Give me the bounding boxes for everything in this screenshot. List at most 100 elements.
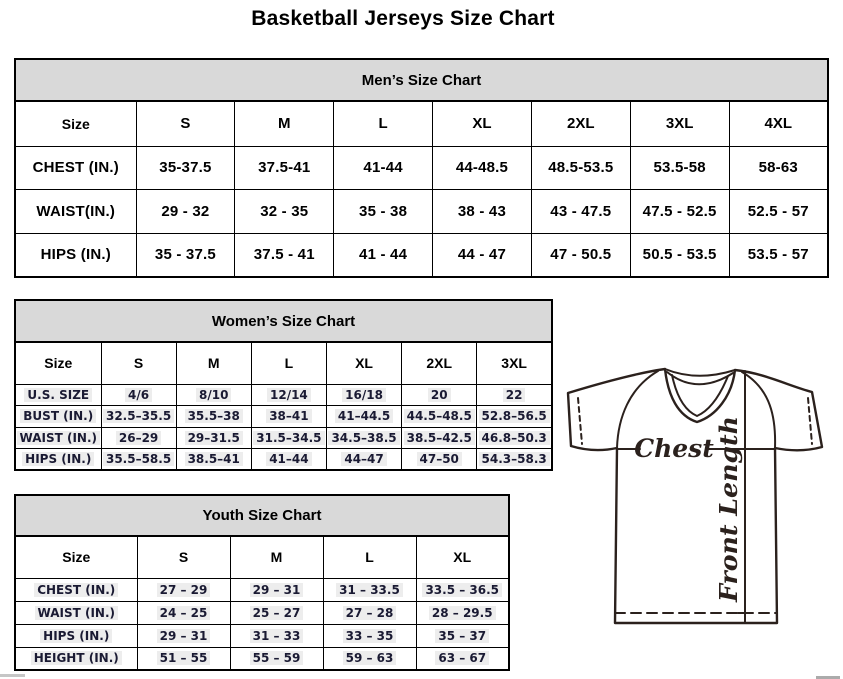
cell: 12/14: [250, 383, 327, 406]
row-label-text: CHEST (IN.): [34, 582, 119, 597]
row-label: HIPS (IN.): [14, 448, 102, 471]
cell-text: 29 – 31: [249, 582, 304, 597]
cell: 35 – 37: [415, 623, 510, 648]
cell: 38.5–41: [175, 448, 252, 471]
right-cuff-dashed-line: [807, 397, 813, 445]
cell-text: 55 – 59: [249, 651, 304, 666]
cell-text: 35 – 37: [435, 628, 490, 643]
front-length-label: Front Length: [714, 416, 743, 603]
cell: 24 – 25: [136, 600, 231, 625]
cell: 41–44.5: [325, 405, 403, 428]
mens-row-chest: CHEST (IN.) 35-37.5 37.5-41 41-44 44-48.…: [14, 145, 829, 190]
cell-text: 4/6: [125, 387, 153, 402]
row-label: HIPS (IN.): [14, 232, 137, 278]
cell-text: 51 – 55: [156, 651, 211, 666]
cell: 35 - 37.5: [135, 232, 236, 278]
left-armhole-seam: [616, 370, 659, 449]
mens-header-m: M: [234, 100, 335, 147]
cell: 35-37.5: [135, 145, 236, 190]
womens-header-2xl: 2XL: [401, 341, 478, 385]
womens-header-l: L: [250, 341, 327, 385]
horizontal-scrollbar-fragment-left[interactable]: [0, 674, 25, 677]
cell: 33 – 35: [322, 623, 417, 648]
page-title: Basketball Jerseys Size Chart: [251, 7, 555, 30]
youth-row-height: HEIGHT (IN.) 51 – 55 55 – 59 59 – 63 63 …: [14, 646, 510, 671]
cell: 41-44: [333, 145, 434, 190]
womens-table: Size S M L XL 2XL 3XL U.S. SIZE 4/6 8/10…: [14, 341, 553, 471]
cell: 31.5–34.5: [250, 426, 327, 449]
cell-text: 27 – 29: [156, 582, 211, 597]
cell: 52.5 - 57: [728, 188, 829, 234]
cell-text: 35.5–38: [184, 409, 243, 424]
row-label-text: HIPS (IN.): [40, 628, 113, 643]
cell-text: 35.5–58.5: [102, 452, 175, 466]
row-label-text: BUST (IN.): [20, 409, 97, 424]
youth-table: Size S M L XL CHEST (IN.) 27 – 29 29 – 3…: [14, 535, 510, 671]
cell: 47.5 - 52.5: [629, 188, 730, 234]
row-label-text: WAIST (IN.): [34, 605, 118, 620]
cell-text: 29 – 31: [156, 628, 211, 643]
cell: 63 – 67: [415, 646, 510, 671]
cell: 53.5 - 57: [728, 232, 829, 278]
row-label-text: U.S. SIZE: [24, 387, 93, 402]
cell: 27 – 29: [136, 577, 231, 602]
right-armhole-seam: [741, 371, 777, 449]
cell-text: 47–50: [416, 452, 462, 466]
horizontal-scrollbar-fragment-right[interactable]: [816, 676, 840, 679]
cell: 16/18: [325, 383, 403, 406]
cell-text: 38.5–42.5: [403, 430, 475, 445]
cell: 58-63: [728, 145, 829, 190]
youth-header-size: Size: [14, 535, 138, 579]
cell: 50.5 - 53.5: [629, 232, 730, 278]
womens-row-us-size: U.S. SIZE 4/6 8/10 12/14 16/18 20 22: [14, 383, 553, 406]
mens-header-4xl: 4XL: [728, 100, 829, 147]
cell-text: 59 – 63: [342, 651, 397, 666]
cell: 41–44: [250, 448, 327, 471]
cell: 38.5–42.5: [401, 426, 478, 449]
womens-header-m: M: [175, 341, 252, 385]
womens-size-chart: Women’s Size Chart Size S M L XL 2XL 3XL…: [14, 299, 553, 471]
youth-header-s: S: [136, 535, 231, 579]
cell-text: 12/14: [267, 387, 311, 402]
cell: 37.5-41: [234, 145, 335, 190]
cell-text: 29–31.5: [184, 430, 243, 445]
cell-text: 38.5–41: [184, 452, 243, 466]
cell: 47–50: [401, 448, 478, 471]
womens-chart-title: Women’s Size Chart: [14, 299, 553, 341]
cell-text: 22: [502, 387, 526, 402]
womens-header-xl: XL: [325, 341, 403, 385]
cell-text: 33.5 – 36.5: [422, 582, 503, 597]
cell: 44-48.5: [432, 145, 532, 190]
youth-header-l: L: [322, 535, 417, 579]
mens-header-size: Size: [14, 100, 137, 147]
row-label: WAIST(IN.): [14, 188, 137, 234]
row-label: U.S. SIZE: [14, 383, 102, 406]
cell: 38 - 43: [432, 188, 532, 234]
cell: 35.5–58.5: [100, 448, 177, 471]
cell: 29 - 32: [135, 188, 236, 234]
mens-header-row: Size S M L XL 2XL 3XL 4XL: [14, 100, 829, 147]
cell: 47 - 50.5: [530, 232, 631, 278]
mens-header-3xl: 3XL: [629, 100, 730, 147]
cell-text: 27 – 28: [342, 605, 397, 620]
cell: 41 - 44: [333, 232, 434, 278]
row-label: BUST (IN.): [14, 405, 102, 428]
womens-row-waist: WAIST (IN.) 26–29 29–31.5 31.5–34.5 34.5…: [14, 426, 553, 449]
cell-text: 52.8–56.5: [478, 409, 550, 424]
cell-text: 34.5–38.5: [328, 430, 400, 445]
cell-text: 31.5–34.5: [253, 430, 325, 445]
youth-row-waist: WAIST (IN.) 24 – 25 25 – 27 27 – 28 28 –…: [14, 600, 510, 625]
cell: 37.5 - 41: [234, 232, 335, 278]
cell-text: 31 – 33.5: [336, 582, 403, 597]
cell: 34.5–38.5: [325, 426, 403, 449]
cell: 52.8–56.5: [476, 405, 553, 428]
cell: 43 - 47.5: [530, 188, 631, 234]
mens-chart-title: Men’s Size Chart: [14, 58, 829, 100]
youth-chart-title: Youth Size Chart: [14, 494, 510, 535]
jersey-outline: [566, 367, 824, 625]
chest-label: Chest: [634, 434, 714, 463]
cell: 48.5-53.5: [530, 145, 631, 190]
cell-text: 20: [427, 387, 451, 402]
cell: 29 – 31: [136, 623, 231, 648]
cell-text: 54.3–58.3: [478, 452, 550, 466]
